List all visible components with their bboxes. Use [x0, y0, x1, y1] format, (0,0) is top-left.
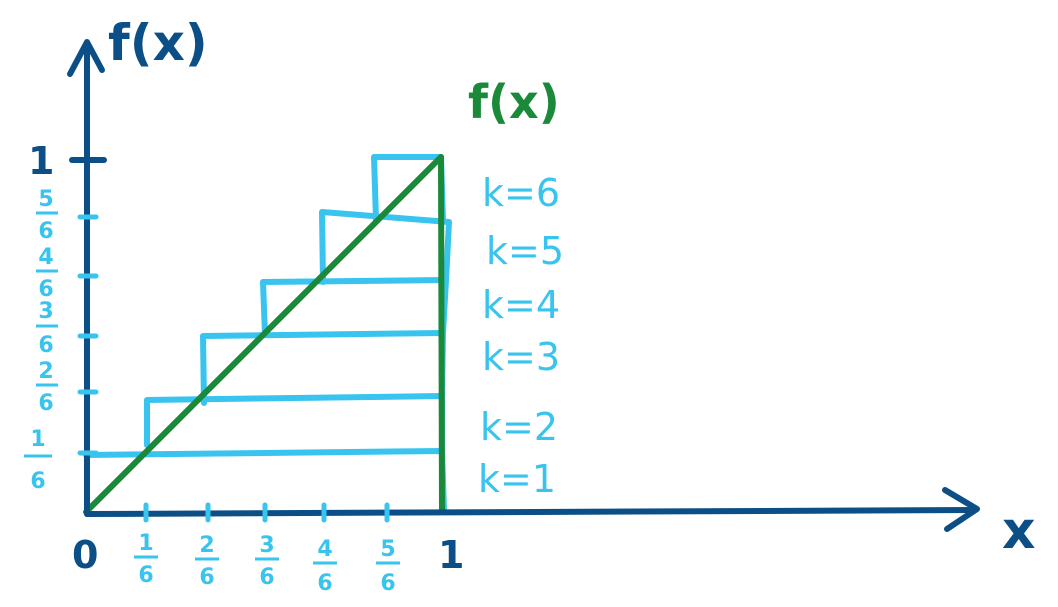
axes — [67, 39, 980, 532]
x-tick-denominator: 6 — [199, 565, 214, 590]
k-label-1: k=1 — [478, 457, 556, 501]
y-tick-numerator: 3 — [38, 299, 53, 324]
k-label-5: k=5 — [486, 229, 564, 273]
x-tick-denominator: 6 — [380, 571, 395, 596]
x-tick-label-5-6: 5 6 — [376, 537, 400, 596]
function-label: f(x) — [468, 75, 560, 129]
y-tick-denominator: 6 — [38, 219, 53, 244]
y-tick-label-3-6: 3 6 — [36, 299, 58, 358]
step-rect-k5 — [319, 209, 452, 285]
x-tick-denominator: 6 — [259, 565, 274, 590]
k-label-4: k=4 — [482, 283, 560, 327]
diagonal-line — [83, 154, 444, 515]
step-rect-k4 — [260, 277, 449, 338]
y-tick-label-4-6: 4 6 — [36, 245, 58, 302]
k-label-6: k=6 — [482, 171, 560, 215]
y-tick-denominator: 6 — [38, 333, 53, 358]
y-tick-numerator: 4 — [38, 245, 53, 270]
x-one-label: 1 — [438, 533, 464, 577]
k-label-3: k=3 — [482, 335, 560, 379]
y-tick-labels: 5 6 4 6 3 6 2 6 1 6 — [24, 187, 58, 494]
function-curve — [83, 154, 445, 515]
y-axis-label: f(x) — [108, 14, 208, 72]
x-tick-label-4-6: 4 6 — [313, 537, 337, 596]
vertical-drop-line — [438, 154, 445, 515]
x-axis-label: x — [1002, 501, 1036, 561]
y-one-label: 1 — [28, 139, 54, 183]
x-tick-numerator: 5 — [380, 537, 395, 562]
origin-label: 0 — [72, 533, 98, 577]
y-tick-label-1-6: 1 6 — [24, 427, 52, 494]
x-tick-numerator: 1 — [138, 531, 153, 556]
x-tick-numerator: 3 — [259, 533, 274, 558]
x-tick-numerator: 2 — [199, 533, 214, 558]
k-labels: k=6 k=5 k=4 k=3 k=2 k=1 — [478, 171, 564, 501]
y-tick-numerator: 1 — [30, 427, 45, 452]
tick-marks — [77, 214, 390, 523]
y-tick-numerator: 2 — [38, 359, 53, 384]
x-tick-label-1-6: 1 6 — [134, 531, 158, 588]
y-tick-denominator: 6 — [30, 469, 45, 494]
x-tick-denominator: 6 — [138, 563, 153, 588]
x-axis — [84, 507, 978, 517]
x-axis-arrowhead — [942, 487, 980, 532]
y-tick-denominator: 6 — [38, 391, 53, 416]
y-tick-denominator: 6 — [38, 277, 53, 302]
step-rect-k3 — [200, 330, 446, 406]
y-tick-label-5-6: 5 6 — [36, 187, 58, 244]
y-tick-label-2-6: 2 6 — [36, 359, 58, 416]
x-tick-label-2-6: 2 6 — [195, 533, 219, 590]
x-tick-label-3-6: 3 6 — [255, 533, 279, 590]
k-label-2: k=2 — [480, 405, 558, 449]
y-axis-arrowhead — [67, 39, 105, 77]
x-tick-labels: 1 6 2 6 3 6 4 6 5 6 — [134, 531, 400, 596]
x-tick-numerator: 4 — [317, 537, 332, 562]
x-tick-denominator: 6 — [317, 571, 332, 596]
y-tick-numerator: 5 — [38, 187, 53, 212]
